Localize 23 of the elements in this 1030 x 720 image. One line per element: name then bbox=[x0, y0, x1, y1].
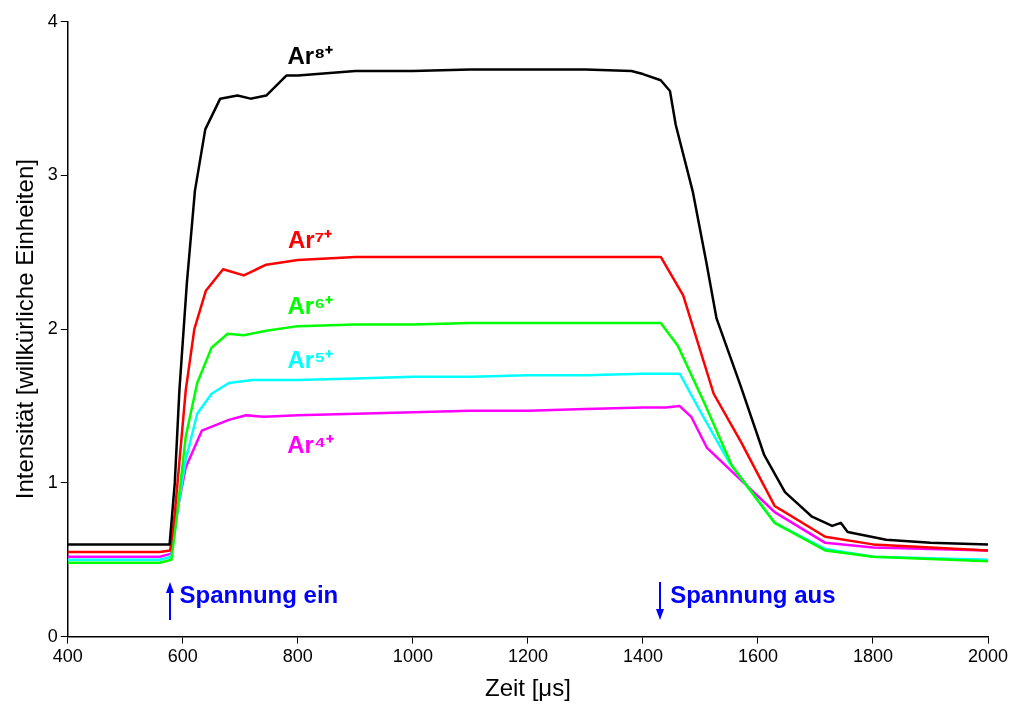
series-label: Ar⁵⁺ bbox=[287, 345, 334, 373]
y-tick-label: 4 bbox=[47, 10, 58, 31]
y-tick-label: 1 bbox=[47, 471, 58, 492]
x-tick-label: 800 bbox=[282, 646, 313, 667]
y-tick-label: 3 bbox=[47, 164, 58, 185]
ref-line-label: Spannung aus bbox=[670, 581, 836, 609]
x-tick-label: 1400 bbox=[622, 646, 663, 667]
series-label: Ar⁴⁺ bbox=[287, 431, 334, 459]
x-axis-title: Zeit [μs] bbox=[484, 674, 571, 702]
y-tick-label: 0 bbox=[47, 625, 58, 646]
x-tick-label: 1000 bbox=[392, 646, 433, 667]
x-tick-label: 2000 bbox=[967, 646, 1009, 667]
y-tick-label: 2 bbox=[47, 318, 58, 339]
series-label: Ar⁸⁺ bbox=[287, 41, 334, 69]
x-tick-label: 1800 bbox=[852, 646, 893, 667]
series-label: Ar⁷⁺ bbox=[287, 226, 333, 254]
y-axis-title: Intensität [willkürliche Einheiten] bbox=[11, 159, 39, 500]
x-tick-label: 400 bbox=[52, 646, 83, 667]
series-label: Ar⁶⁺ bbox=[287, 292, 334, 320]
ref-line-label: Spannung ein bbox=[179, 581, 339, 609]
x-tick-label: 1200 bbox=[507, 646, 548, 667]
x-tick-label: 1600 bbox=[737, 646, 778, 667]
x-tick-label: 600 bbox=[167, 646, 198, 667]
